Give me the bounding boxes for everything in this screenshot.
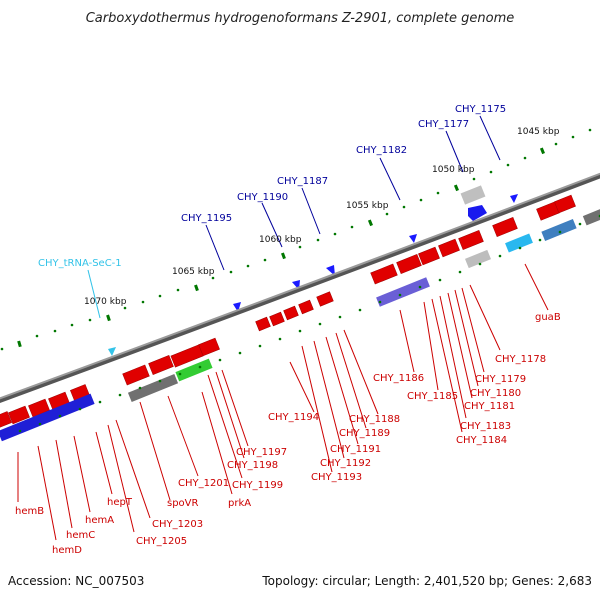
label-chy-1193[interactable]: CHY_1193 [311,472,362,483]
gene-spovr-red[interactable] [122,364,150,386]
gene-chy-1193-red[interactable] [269,311,285,327]
label-chy-1179[interactable]: CHY_1179 [475,374,526,385]
lower-labels: guaB CHY_1178 CHY_1179 CHY_1180 CHY_1181… [15,312,561,556]
gene-hemb-red[interactable] [0,411,12,429]
label-chy-trna-sec-1[interactable]: CHY_tRNA-SeC-1 [38,258,122,269]
accession-text: Accession: NC_007503 [8,574,144,588]
band-blue [0,393,95,442]
gene-chy-1179-red[interactable] [458,229,484,251]
inner-tick-arc [18,214,600,433]
label-chy-1186[interactable]: CHY_1186 [373,373,424,384]
kbp-label-1050: 1050 kbp [432,165,475,175]
gene-chy-1181-red[interactable] [438,238,460,258]
label-chy-1178[interactable]: CHY_1178 [495,354,546,365]
label-chy-1185[interactable]: CHY_1185 [407,391,458,402]
band-green [175,358,213,382]
genome-summary-text: Topology: circular; Length: 2,401,520 bp… [261,574,592,588]
genome-backbone-highlight [0,172,600,400]
label-chy-1182[interactable]: CHY_1182 [356,145,407,156]
label-chy-1195[interactable]: CHY_1195 [181,213,232,224]
label-chy-1194[interactable]: CHY_1194 [268,412,319,423]
label-chy-1183[interactable]: CHY_1183 [460,421,511,432]
gene-guab-red-2[interactable] [554,194,576,214]
label-guab[interactable]: guaB [535,312,561,323]
kbp-tick-arc [0,128,592,351]
band-cyan [505,233,533,253]
gene-chy-1191-red[interactable] [298,299,314,315]
gene-chy-1194-red[interactable] [255,316,271,332]
label-chy-1175[interactable]: CHY_1175 [455,104,506,115]
label-hemb[interactable]: hemB [15,506,44,517]
label-chy-1184[interactable]: CHY_1184 [456,435,507,446]
label-chy-1192[interactable]: CHY_1192 [320,458,371,469]
kbp-label-1060: 1060 kbp [259,235,302,245]
lower-bands [0,208,600,442]
label-spovr[interactable]: spoVR [167,498,199,509]
gene-chy-1182[interactable] [409,234,417,243]
label-chy-1187[interactable]: CHY_1187 [277,176,328,187]
kbp-label-1055: 1055 kbp [346,201,389,211]
reverse-genes [0,194,576,429]
gene-prka-red[interactable] [170,344,204,368]
label-chy-1198[interactable]: CHY_1198 [227,460,278,471]
band-light-gray [465,249,491,269]
band-steel [541,218,577,242]
band-gray [127,373,179,403]
label-hemc[interactable]: hemC [66,530,95,541]
label-chy-1197[interactable]: CHY_1197 [236,447,287,458]
gene-chy-trna-sec-1[interactable] [108,347,116,356]
gene-chy-1187[interactable] [326,265,335,276]
label-chy-1188[interactable]: CHY_1188 [349,414,400,425]
gene-chy-1175[interactable] [510,194,518,203]
label-prka[interactable]: prkA [228,498,251,509]
forward-features [108,185,518,356]
label-chy-1190[interactable]: CHY_1190 [237,192,288,203]
band-dark-gray [582,208,600,226]
gene-chy-1177-gray[interactable] [460,185,486,205]
trna-leader-line [87,269,101,319]
gene-chy-1183-red[interactable] [418,246,440,266]
upper-leader-lines [205,115,501,271]
label-chy-1177[interactable]: CHY_1177 [418,119,469,130]
kbp-label-1045: 1045 kbp [517,127,560,137]
genome-backbone [0,173,600,403]
label-hept[interactable]: hepT [107,497,133,508]
gene-chy-1185-red[interactable] [396,253,422,275]
label-chy-1201[interactable]: CHY_1201 [178,478,229,489]
label-chy-1189[interactable]: CHY_1189 [339,428,390,439]
label-hema[interactable]: hemA [85,515,114,526]
gene-chy-1177[interactable] [468,205,487,221]
kbp-label-1065: 1065 kbp [172,267,215,277]
gene-chy-1178-red[interactable] [492,216,518,238]
gene-chy-1195[interactable] [233,302,241,312]
gene-chy-1188-red[interactable] [316,291,334,307]
label-hemd[interactable]: hemD [52,545,82,556]
label-chy-1205[interactable]: CHY_1205 [136,536,187,547]
gene-chy-1201-red[interactable] [148,354,174,376]
map-title: Carboxydothermus hydrogenoformans Z-2901… [86,11,515,26]
label-chy-1199[interactable]: CHY_1199 [232,480,283,491]
label-chy-1180[interactable]: CHY_1180 [470,388,521,399]
label-chy-1191[interactable]: CHY_1191 [330,444,381,455]
kbp-label-1070: 1070 kbp [84,297,127,307]
label-chy-1203[interactable]: CHY_1203 [152,519,203,530]
band-purple [376,277,430,307]
gene-chy-1192-red[interactable] [283,305,299,321]
label-chy-1181[interactable]: CHY_1181 [464,401,515,412]
gene-chy-1186-red[interactable] [370,263,398,285]
gene-hemd-red[interactable] [8,405,30,425]
lower-leader-lines [17,263,549,541]
